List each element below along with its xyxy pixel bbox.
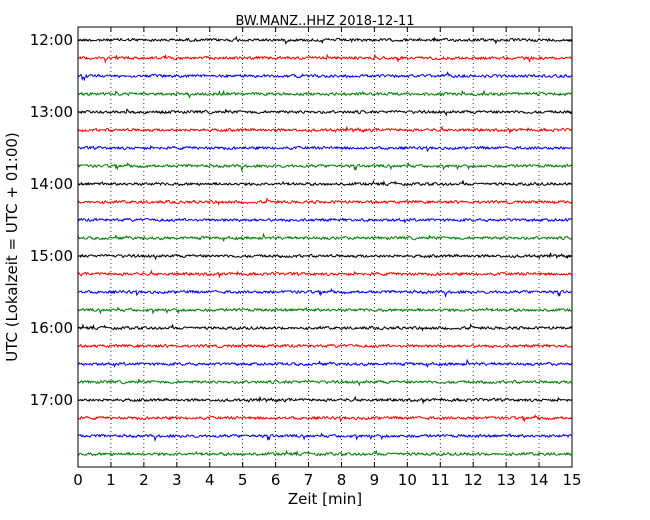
y-tick-label: 12:00 <box>30 31 73 49</box>
plot-area-frame <box>77 26 573 468</box>
seismogram-trace <box>77 53 572 64</box>
x-tick-label: 5 <box>238 471 248 489</box>
seismogram-trace <box>77 197 572 207</box>
seismogram-trace <box>77 306 572 315</box>
seismogram-trace <box>77 162 572 172</box>
seismogram-trace <box>77 449 572 457</box>
seismogram-trace <box>77 35 572 45</box>
x-axis-ticks: 0 1 2 3 4 5 6 7 8 9 10 11 12 13 14 15 <box>73 27 582 489</box>
seismogram-trace <box>77 232 572 242</box>
seismogram-trace <box>77 144 572 153</box>
seismogram-trace <box>77 269 572 279</box>
y-tick-label: 17:00 <box>30 391 73 409</box>
seismogram-trace <box>77 432 572 442</box>
x-tick-label: 8 <box>337 471 347 489</box>
seismogram-trace <box>77 71 572 82</box>
seismogram-trace <box>77 89 572 99</box>
x-tick-label: 9 <box>370 471 380 489</box>
seismogram-traces <box>77 35 572 457</box>
chart-title: BW.MANZ..HHZ 2018-12-11 <box>235 14 414 29</box>
x-tick-label: 13 <box>497 471 516 489</box>
seismogram-trace <box>77 217 572 224</box>
x-tick-label: 14 <box>530 471 549 489</box>
seismogram-trace <box>77 288 572 298</box>
y-tick-label: 16:00 <box>30 319 73 337</box>
x-tick-label: 11 <box>431 471 450 489</box>
seismogram-trace <box>77 343 572 349</box>
x-tick-label: 3 <box>172 471 182 489</box>
seismogram-trace <box>77 107 572 117</box>
x-tick-label: 12 <box>464 471 483 489</box>
seismogram-trace <box>77 179 572 187</box>
seismogram-trace <box>77 358 572 368</box>
x-tick-label: 10 <box>398 471 417 489</box>
seismogram-trace <box>77 395 572 405</box>
x-axis-label: Zeit [min] <box>288 490 362 508</box>
seismogram-trace <box>77 125 572 135</box>
y-axis-ticks: 12:00 13:00 14:00 15:00 16:00 17:00 <box>30 31 572 409</box>
y-tick-label: 13:00 <box>30 103 73 121</box>
vertical-grid-lines <box>110 27 540 467</box>
y-axis-label: UTC (Lokalzeit = UTC + 01:00) <box>3 132 21 362</box>
seismogram-trace <box>77 379 572 387</box>
x-tick-label: 15 <box>562 471 581 489</box>
x-tick-label: 0 <box>73 471 83 489</box>
y-tick-label: 15:00 <box>30 247 73 265</box>
seismogram-trace <box>77 252 572 261</box>
seismogram-trace <box>77 323 572 333</box>
x-tick-label: 2 <box>139 471 149 489</box>
x-tick-label: 1 <box>106 471 116 489</box>
x-tick-label: 4 <box>205 471 215 489</box>
seismogram-trace <box>77 414 572 423</box>
x-tick-label: 6 <box>271 471 281 489</box>
x-tick-label: 7 <box>304 471 314 489</box>
y-tick-label: 14:00 <box>30 175 73 193</box>
